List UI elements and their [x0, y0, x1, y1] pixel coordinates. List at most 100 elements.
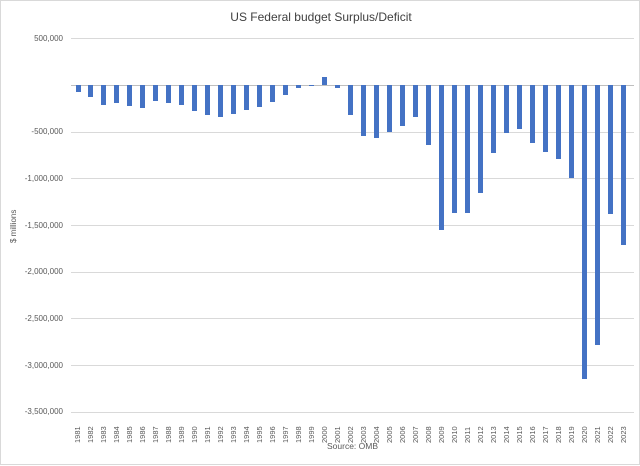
x-tick-label-1986: 1986: [137, 426, 147, 443]
x-tick-label-2014: 2014: [501, 426, 511, 443]
x-tick-label-2006: 2006: [397, 426, 407, 443]
gridline: [71, 411, 634, 413]
chart-title: US Federal budget Surplus/Deficit: [230, 10, 412, 24]
x-tick-label-1996: 1996: [267, 426, 277, 443]
x-tick-label-1989: 1989: [176, 426, 186, 443]
x-tick-label-2002: 2002: [345, 426, 355, 443]
x-tick-label-1994: 1994: [241, 426, 251, 443]
x-tick-label-2008: 2008: [423, 426, 433, 443]
bar-2002: [348, 85, 354, 116]
x-tick-label-1985: 1985: [124, 426, 134, 443]
x-tick-label-1982: 1982: [85, 426, 95, 443]
bar-2009: [439, 85, 445, 231]
bar-1981: [75, 85, 81, 93]
gridline: [71, 365, 634, 367]
bar-2006: [400, 85, 406, 127]
x-tick-label-2022: 2022: [605, 426, 615, 443]
y-tick-label: 500,000: [34, 33, 63, 43]
gridline: [71, 271, 634, 273]
y-tick-label: -2,000,000: [24, 267, 63, 277]
bar-1990: [192, 85, 198, 112]
y-tick-label: -1,000,000: [24, 173, 63, 183]
x-tick-label-2000: 2000: [319, 426, 329, 443]
bar-2021: [595, 85, 601, 345]
x-tick-label-1990: 1990: [189, 426, 199, 443]
x-tick-label-1995: 1995: [254, 426, 264, 443]
gridline: [71, 225, 634, 226]
bar-2012: [478, 85, 484, 193]
bar-1984: [114, 85, 120, 103]
bar-2020: [582, 85, 588, 379]
x-tick-label-2007: 2007: [410, 426, 420, 443]
bar-2015: [517, 85, 523, 129]
bar-1993: [231, 85, 237, 114]
bar-2023: [621, 85, 627, 246]
bar-1983: [101, 85, 107, 105]
x-tick-label-2009: 2009: [436, 426, 446, 443]
x-tick-label-1988: 1988: [163, 426, 173, 443]
x-tick-label-1993: 1993: [228, 426, 238, 443]
x-tick-label-2011: 2011: [462, 426, 472, 443]
x-tick-label-2021: 2021: [592, 426, 602, 443]
bar-1994: [244, 85, 250, 110]
bar-2013: [491, 85, 497, 153]
bar-2022: [608, 85, 614, 214]
x-tick-label-2023: 2023: [618, 426, 628, 443]
y-tick-label: -2,500,000: [24, 313, 63, 323]
gridline: [71, 178, 634, 180]
bar-1988: [166, 85, 172, 104]
x-tick-label-2003: 2003: [358, 426, 368, 443]
x-tick-label-1992: 1992: [215, 426, 225, 443]
x-tick-label-2016: 2016: [527, 426, 537, 443]
bar-1992: [218, 85, 224, 118]
x-tick-label-2017: 2017: [540, 426, 550, 443]
y-tick-label: -3,500,000: [24, 407, 63, 417]
x-tick-label-1999: 1999: [306, 426, 316, 443]
y-tick-label: -3,000,000: [24, 360, 63, 370]
bar-2010: [452, 85, 458, 214]
bar-2018: [556, 85, 562, 159]
bar-1987: [153, 85, 159, 102]
bar-2017: [543, 85, 549, 153]
bar-2003: [361, 85, 367, 136]
y-tick-label: -500,000: [31, 127, 63, 137]
bar-1982: [88, 85, 94, 97]
x-tick-label-2013: 2013: [488, 426, 498, 443]
bar-1995: [257, 85, 263, 107]
bar-2001: [335, 85, 341, 89]
bar-2007: [413, 85, 419, 118]
x-tick-label-2010: 2010: [449, 426, 459, 443]
x-tick-label-2018: 2018: [553, 426, 563, 443]
y-tick-label: -1,500,000: [24, 220, 63, 230]
bar-2004: [374, 85, 380, 139]
x-tick-label-1991: 1991: [202, 426, 212, 443]
bar-2011: [465, 85, 471, 214]
bar-2014: [504, 85, 510, 134]
bar-1999: [309, 84, 315, 86]
x-tick-label-2001: 2001: [332, 426, 342, 443]
x-tick-label-2005: 2005: [384, 426, 394, 443]
bar-2016: [530, 85, 536, 144]
bar-1989: [179, 85, 185, 105]
bar-2000: [322, 77, 328, 86]
bar-2019: [569, 85, 575, 179]
x-tick-label-2015: 2015: [514, 426, 524, 443]
gridline: [71, 131, 634, 133]
bar-1996: [270, 85, 276, 102]
x-tick-label-2019: 2019: [566, 426, 576, 443]
x-tick-label-2012: 2012: [475, 426, 485, 443]
bar-1986: [140, 85, 146, 108]
x-tick-label-1984: 1984: [111, 426, 121, 443]
x-tick-label-1998: 1998: [293, 426, 303, 443]
bar-1998: [296, 85, 302, 89]
bar-2005: [387, 85, 393, 132]
x-tick-label-1987: 1987: [150, 426, 160, 443]
gridline: [71, 318, 634, 320]
x-tick-label-1983: 1983: [98, 426, 108, 443]
bar-1997: [283, 85, 289, 96]
x-tick-label-2004: 2004: [371, 426, 381, 443]
gridline: [71, 38, 634, 40]
bar-2008: [426, 85, 432, 146]
